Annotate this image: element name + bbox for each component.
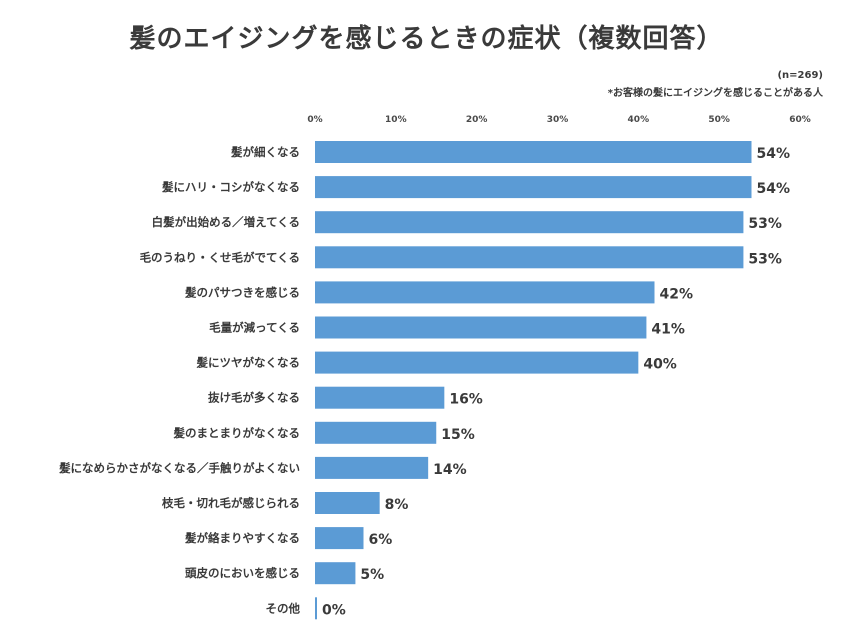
value-label: 14% [433,462,467,478]
value-label: 6% [369,532,393,548]
bar [315,246,744,269]
bar [315,597,317,620]
value-label: 5% [360,567,384,583]
bar [315,562,356,585]
category-label: 抜け毛が多くなる [208,391,300,405]
value-label: 53% [748,216,782,232]
value-label: 8% [385,497,409,513]
bar [315,421,437,444]
x-tick-label: 40% [628,115,650,125]
category-label: 毛量が減ってくる [209,321,300,335]
value-label: 41% [651,322,685,338]
bar [315,141,752,163]
sample-size-note: (n=269) [777,70,823,81]
x-tick-label: 0% [307,115,322,125]
respondent-note: *お客様の髪にエイジングを感じることがある人 [607,88,823,99]
category-label: 髪のパサつきを感じる [184,285,300,299]
value-label: 0% [322,602,346,618]
category-label: 髪のまとまりがなくなる [173,426,301,440]
value-label: 40% [643,357,677,373]
x-tick-label: 10% [385,115,407,125]
value-label: 53% [748,251,782,267]
value-label: 54% [757,181,791,197]
category-label: 頭皮のにおいを感じる [185,566,300,580]
x-tick-label: 50% [708,115,730,125]
category-label: その他 [266,601,301,615]
bar [315,316,647,339]
category-label: 枝毛・切れ毛が感じられる [161,496,300,510]
x-axis-ticks: 0% 10% 20% 30% 40% 50% 60% [307,115,810,125]
category-label: 髪にハリ・コシがなくなる [161,180,300,194]
category-label: 髪が絡まりやすくなる [184,531,300,545]
x-tick-label: 60% [789,115,811,125]
bar [315,456,429,479]
chart-title: 髪のエイジングを感じるときの症状（複数回答） [129,24,724,54]
value-label: 54% [757,146,791,162]
bar [315,351,639,374]
bar [315,527,364,550]
bars [315,141,752,620]
category-label: 髪にツヤがなくなる [196,356,301,370]
category-label: 毛のうねり・くせ毛がでてくる [140,250,300,264]
value-label: 15% [441,427,475,443]
bar [315,492,380,514]
category-labels: 髪が細くなる髪にハリ・コシがなくなる白髪が出始める／増えてくる毛のうねり・くせ毛… [58,145,300,615]
value-label: 42% [660,286,694,302]
x-tick-label: 30% [547,115,569,125]
bar [315,211,744,234]
value-label: 16% [449,392,483,408]
x-tick-label: 20% [466,115,488,125]
category-label: 髪になめらかさがなくなる／手触りがよくない [58,461,300,475]
value-labels: 54% 54% 53% 53% 42% 41% 40% 16% 15% 14% 8% 6% 5% 0% [322,146,790,618]
bar [315,176,752,199]
category-label: 髪が細くなる [230,145,300,159]
category-label: 白髪が出始める／増えてくる [152,215,300,229]
bar [315,281,655,304]
bar [315,386,445,409]
